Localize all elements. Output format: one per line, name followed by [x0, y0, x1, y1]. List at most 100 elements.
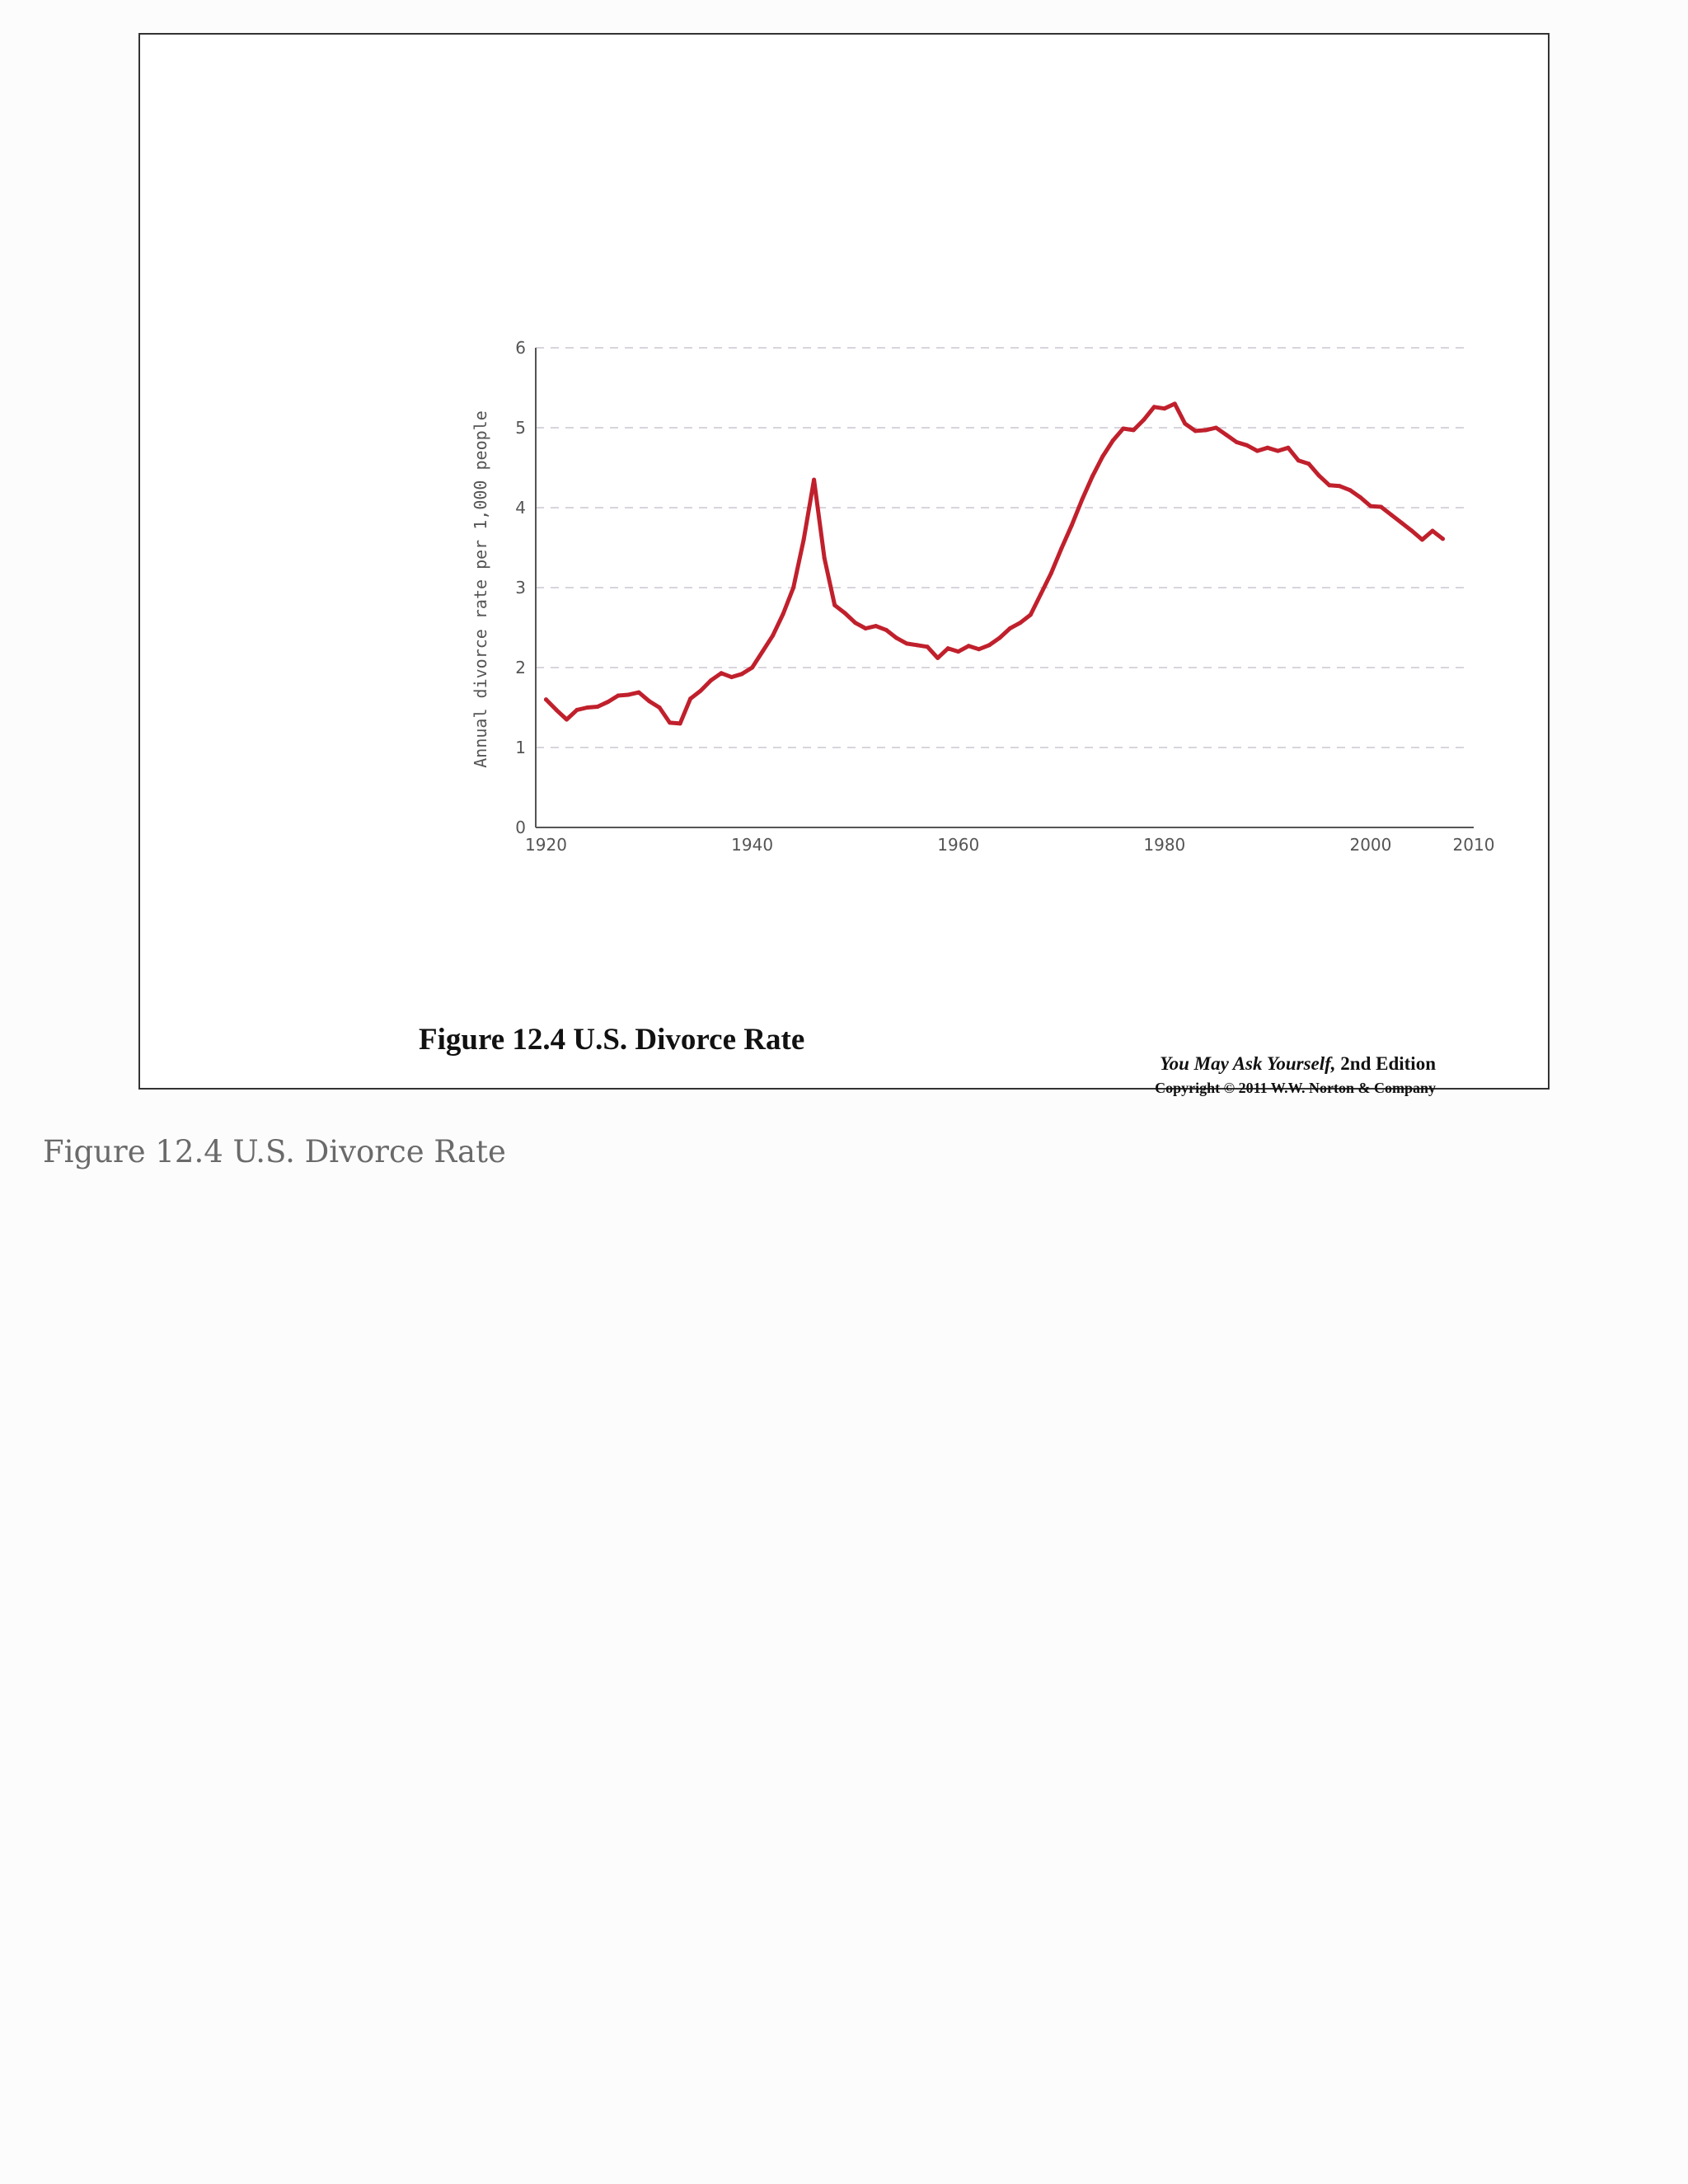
data-point: [977, 647, 982, 652]
data-point: [1254, 448, 1259, 453]
data-point: [1090, 474, 1095, 479]
data-point: [739, 672, 744, 677]
x-tick-label: 1940: [731, 835, 773, 855]
data-point: [1183, 421, 1188, 426]
x-tick-label: 1980: [1143, 835, 1185, 855]
data-point: [1327, 483, 1332, 488]
axes: [535, 348, 1474, 828]
slide-title: Figure 12.4 U.S. Divorce Rate: [419, 1023, 805, 1057]
data-point: [1245, 443, 1250, 448]
x-tick-label: 2000: [1349, 835, 1391, 855]
data-point: [1018, 621, 1023, 626]
data-point: [781, 612, 785, 616]
data-point: [1389, 513, 1394, 518]
data-point: [1275, 448, 1280, 453]
data-point: [935, 655, 940, 660]
data-point: [1234, 440, 1239, 444]
data-point: [585, 705, 589, 710]
data-point: [945, 646, 950, 651]
data-point: [987, 643, 992, 648]
data-point: [904, 641, 909, 646]
data-point: [1286, 445, 1291, 450]
data-point: [657, 705, 662, 710]
data-point: [1131, 428, 1136, 433]
data-point: [647, 699, 652, 704]
data-point: [719, 671, 724, 676]
data-point: [1213, 425, 1218, 430]
data-point: [1441, 537, 1445, 541]
y-tick-label: 5: [515, 418, 526, 438]
data-point: [1306, 462, 1311, 466]
data-point: [1430, 528, 1435, 533]
data-point: [1296, 458, 1301, 463]
data-point: [1142, 417, 1146, 422]
y-tick-label: 2: [515, 658, 526, 677]
data-point: [668, 720, 673, 725]
book-title: You May Ask Yourself,: [1160, 1053, 1336, 1074]
data-point: [760, 649, 765, 654]
data-point: [791, 585, 796, 590]
data-point: [884, 627, 889, 632]
data-point: [966, 644, 971, 649]
data-point: [1039, 592, 1043, 597]
data-point: [1265, 445, 1270, 450]
data-points: [544, 401, 1445, 726]
data-point: [616, 693, 621, 698]
divorce-rate-chart: 0 1 2 3 4 5 6 1920 1940 1960 1980 2000 2010 Annual …: [471, 338, 1494, 855]
data-point: [709, 678, 714, 682]
data-point: [853, 621, 858, 626]
x-tick-label: 1960: [937, 835, 979, 855]
copyright-text: Copyright © 2011 W.W. Norton & Company: [1155, 1080, 1436, 1096]
y-tick-label: 0: [515, 818, 526, 837]
data-point: [595, 705, 600, 709]
data-point: [1348, 488, 1353, 493]
data-point: [698, 688, 703, 693]
figure-caption: Figure 12.4 U.S. Divorce Rate: [43, 1134, 506, 1169]
data-point: [925, 644, 930, 649]
data-point: [1420, 537, 1424, 542]
data-point: [1368, 504, 1373, 509]
y-tick-labels: 0 1 2 3 4 5 6: [515, 338, 526, 837]
data-point: [863, 626, 868, 630]
data-point: [1028, 612, 1033, 617]
data-point: [1409, 528, 1414, 533]
data-point: [812, 477, 817, 482]
x-tick-label: 1920: [525, 835, 567, 855]
data-point: [1400, 520, 1404, 525]
data-point: [1203, 428, 1208, 433]
data-point: [688, 696, 693, 701]
data-point: [1193, 429, 1198, 434]
data-point: [1048, 571, 1053, 575]
book-credit: You May Ask Yourself, 2nd Edition Copyri…: [1155, 1053, 1436, 1097]
y-axis-label: Annual divorce rate per 1,000 people: [471, 410, 490, 767]
data-point: [1007, 626, 1012, 630]
data-point: [1100, 454, 1105, 459]
data-point: [832, 602, 837, 607]
data-point: [626, 692, 631, 697]
data-point: [1357, 494, 1362, 499]
data-point: [554, 707, 559, 712]
data-point: [997, 635, 1002, 640]
y-tick-label: 3: [515, 578, 526, 598]
data-point: [750, 665, 755, 670]
data-point: [915, 643, 920, 648]
data-point: [565, 717, 569, 722]
y-tick-label: 4: [515, 498, 526, 518]
data-point: [729, 675, 734, 680]
data-point: [771, 633, 776, 638]
divorce-rate-line: [544, 401, 1445, 726]
x-tick-labels: 1920 1940 1960 1980 2000 2010: [525, 835, 1494, 855]
data-point: [1316, 473, 1321, 478]
data-point: [678, 721, 682, 726]
data-point: [894, 635, 899, 640]
data-point: [1080, 497, 1085, 502]
data-point: [1121, 426, 1126, 431]
data-point: [822, 555, 827, 560]
data-point: [1172, 401, 1177, 406]
book-edition: 2nd Edition: [1335, 1053, 1436, 1074]
data-point: [574, 707, 579, 712]
y-tick-label: 6: [515, 338, 526, 358]
data-point: [1059, 546, 1064, 551]
data-point: [636, 690, 641, 695]
data-point: [842, 611, 847, 616]
